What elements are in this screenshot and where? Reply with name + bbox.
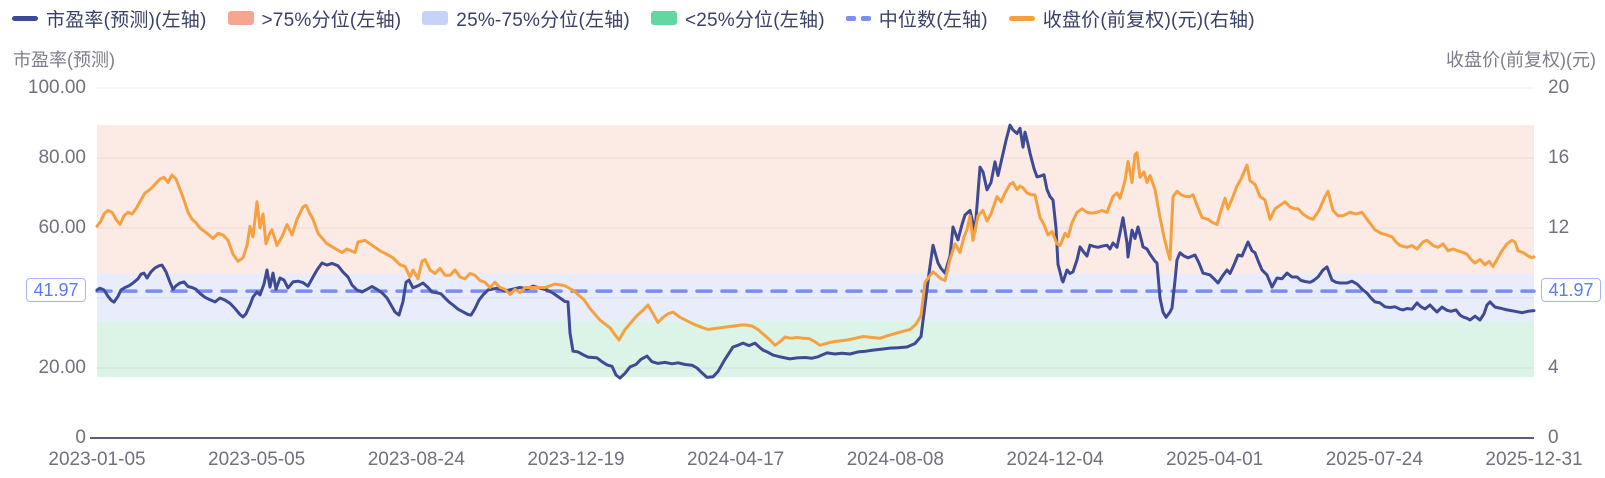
legend-label-lt25: <25%分位(左轴) [684,9,825,31]
right-tick-20: 20 [1548,77,1570,98]
right-tick-4: 4 [1548,357,1559,378]
x-tick-2023-01-05: 2023-01-05 [48,449,146,470]
x-tick-2023-05-05: 2023-05-05 [208,449,306,470]
x-tick-2024-12-04: 2024-12-04 [1006,449,1104,470]
x-tick-2024-08-08: 2024-08-08 [846,449,944,470]
legend-label-p25_75: 25%-75%分位(左轴) [456,9,630,31]
median-value-label-right: 41.97 [1541,278,1601,302]
legend-label-median: 中位数(左轴) [878,9,988,31]
legend-marker-lt25-swatch [650,11,677,25]
legend-label-close: 收盘价(前复权)(元)(右轴) [1042,9,1255,31]
x-tick-2025-07-24: 2025-07-24 [1325,449,1423,470]
legend: 市盈率(预测)(左轴) >75%分位(左轴) 25%-75%分位(左轴) <25%分位… [12,5,1255,31]
legend-marker-close-icon [1008,15,1035,21]
left-tick-60.00: 60.00 [38,217,86,238]
legend-item-pe[interactable]: 市盈率(预测)(左轴) [12,5,207,32]
legend-item-p25_75[interactable]: 25%-75%分位(左轴) [422,5,630,32]
legend-item-median[interactable]: 中位数(左轴) [845,5,988,32]
right-axis-title: 收盘价(前复权)(元) [1446,50,1596,70]
left-tick-100.00: 100.00 [27,77,86,98]
legend-item-close[interactable]: 收盘价(前复权)(元)(右轴) [1008,5,1255,32]
band-0 [97,125,1534,274]
legend-item-lt25[interactable]: <25%分位(左轴) [650,5,825,32]
band-2 [97,321,1534,378]
x-tick-2024-04-17: 2024-04-17 [687,449,785,470]
legend-marker-gt75-swatch [227,11,254,25]
series-line-close [95,151,1536,347]
median-value-label-left: 41.97 [26,278,86,302]
legend-marker-p25_75-swatch [422,11,449,25]
legend-marker-pe-icon [12,15,38,21]
legend-label-pe: 市盈率(预测)(左轴) [46,9,207,31]
left-tick-0: 0 [75,427,86,448]
legend-item-gt75[interactable]: >75%分位(左轴) [227,5,402,32]
x-tick-2023-08-24: 2023-08-24 [367,449,465,470]
band-1 [97,273,1534,322]
series-line-pe [95,123,1536,380]
right-tick-12: 12 [1548,217,1570,238]
legend-marker-median-icon [845,15,871,21]
right-tick-0: 0 [1548,427,1559,448]
left-tick-80.00: 80.00 [38,147,86,168]
x-tick-2025-12-31: 2025-12-31 [1485,449,1583,470]
left-tick-20.00: 20.00 [38,357,86,378]
legend-label-gt75: >75%分位(左轴) [261,9,402,31]
right-tick-16: 16 [1548,147,1570,168]
x-tick-2025-04-01: 2025-04-01 [1166,449,1264,470]
x-tick-2023-12-19: 2023-12-19 [527,449,625,470]
left-axis-title: 市盈率(预测) [13,50,115,70]
